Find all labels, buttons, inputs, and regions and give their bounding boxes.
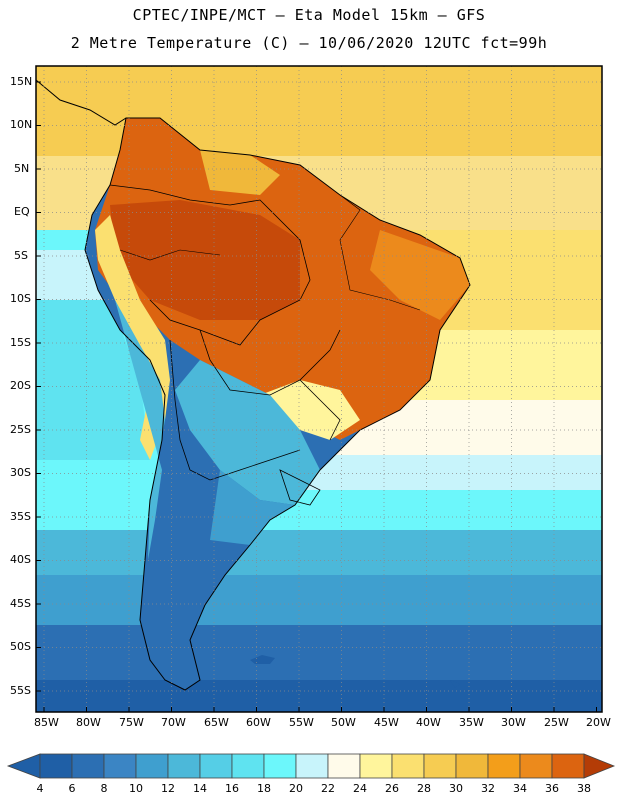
colorbar-label: 34 bbox=[513, 782, 527, 795]
colorbar-cell bbox=[487, 753, 521, 779]
lon-label: 60W bbox=[246, 716, 271, 729]
temperature-field bbox=[36, 66, 602, 712]
colorbar-right-arrow bbox=[583, 753, 616, 779]
axis-ticks bbox=[36, 81, 597, 712]
map-frame bbox=[35, 65, 603, 713]
colorbar-cell bbox=[295, 753, 329, 779]
colorbar bbox=[6, 753, 616, 779]
colorbar-label: 8 bbox=[100, 782, 108, 795]
lat-label: 40S bbox=[10, 553, 31, 566]
lon-label: 35W bbox=[459, 716, 484, 729]
colorbar-label: 28 bbox=[417, 782, 431, 795]
colorbar-cell bbox=[423, 753, 457, 779]
colorbar-label: 16 bbox=[225, 782, 239, 795]
lat-label: 5N bbox=[14, 162, 30, 175]
colorbar-label: 20 bbox=[289, 782, 303, 795]
lon-label: 70W bbox=[161, 716, 186, 729]
map-title-line-1: CPTEC/INPE/MCT – Eta Model 15km – GFS bbox=[132, 6, 486, 24]
colorbar-cell bbox=[199, 753, 233, 779]
lon-label: 75W bbox=[119, 716, 144, 729]
lat-label: 35S bbox=[10, 510, 31, 523]
colorbar-cell bbox=[135, 753, 169, 779]
colorbar-label: 30 bbox=[449, 782, 463, 795]
colorbar-label: 10 bbox=[129, 782, 143, 795]
lat-label: 45S bbox=[10, 597, 31, 610]
colorbar-label: 36 bbox=[545, 782, 559, 795]
lon-label: 30W bbox=[501, 716, 526, 729]
lon-label: 55W bbox=[289, 716, 314, 729]
colorbar-cell bbox=[103, 753, 137, 779]
colorbar-label: 14 bbox=[193, 782, 207, 795]
lon-label: 65W bbox=[204, 716, 229, 729]
colorbar-left-arrow bbox=[6, 753, 41, 779]
colorbar-cell bbox=[167, 753, 201, 779]
lat-label: 10N bbox=[10, 118, 33, 131]
colorbar-label: 18 bbox=[257, 782, 271, 795]
lon-label: 25W bbox=[544, 716, 569, 729]
lat-label: 15S bbox=[10, 336, 31, 349]
colorbar-cell bbox=[263, 753, 297, 779]
colorbar-label: 4 bbox=[36, 782, 44, 795]
colorbar-cell bbox=[391, 753, 425, 779]
colorbar-cell bbox=[39, 753, 73, 779]
colorbar-cell bbox=[519, 753, 553, 779]
lon-label: 85W bbox=[34, 716, 59, 729]
lat-label: 15N bbox=[10, 75, 33, 88]
colorbar-cell bbox=[359, 753, 393, 779]
colorbar-label: 32 bbox=[481, 782, 495, 795]
colorbar-label: 12 bbox=[161, 782, 175, 795]
lat-label: 30S bbox=[10, 466, 31, 479]
lon-label: 50W bbox=[331, 716, 356, 729]
lon-label: 80W bbox=[76, 716, 101, 729]
colorbar-cell bbox=[551, 753, 585, 779]
lat-label: 20S bbox=[10, 379, 31, 392]
colorbar-label: 24 bbox=[353, 782, 367, 795]
colorbar-cell bbox=[71, 753, 105, 779]
colorbar-label: 26 bbox=[385, 782, 399, 795]
lat-label: EQ bbox=[14, 205, 30, 218]
lon-label: 20W bbox=[586, 716, 611, 729]
lon-label: 45W bbox=[374, 716, 399, 729]
lat-label: 55S bbox=[10, 684, 31, 697]
lat-label: 50S bbox=[10, 640, 31, 653]
colorbar-cell bbox=[231, 753, 265, 779]
lat-label: 25S bbox=[10, 423, 31, 436]
map-title-line-2: 2 Metre Temperature (C) – 10/06/2020 12U… bbox=[70, 34, 548, 52]
colorbar-label: 22 bbox=[321, 782, 335, 795]
colorbar-label: 6 bbox=[68, 782, 76, 795]
lat-label: 10S bbox=[10, 292, 31, 305]
colorbar-cell bbox=[327, 753, 361, 779]
lat-label: 5S bbox=[14, 249, 28, 262]
colorbar-label: 38 bbox=[577, 782, 591, 795]
lon-label: 40W bbox=[416, 716, 441, 729]
colorbar-cell bbox=[455, 753, 489, 779]
